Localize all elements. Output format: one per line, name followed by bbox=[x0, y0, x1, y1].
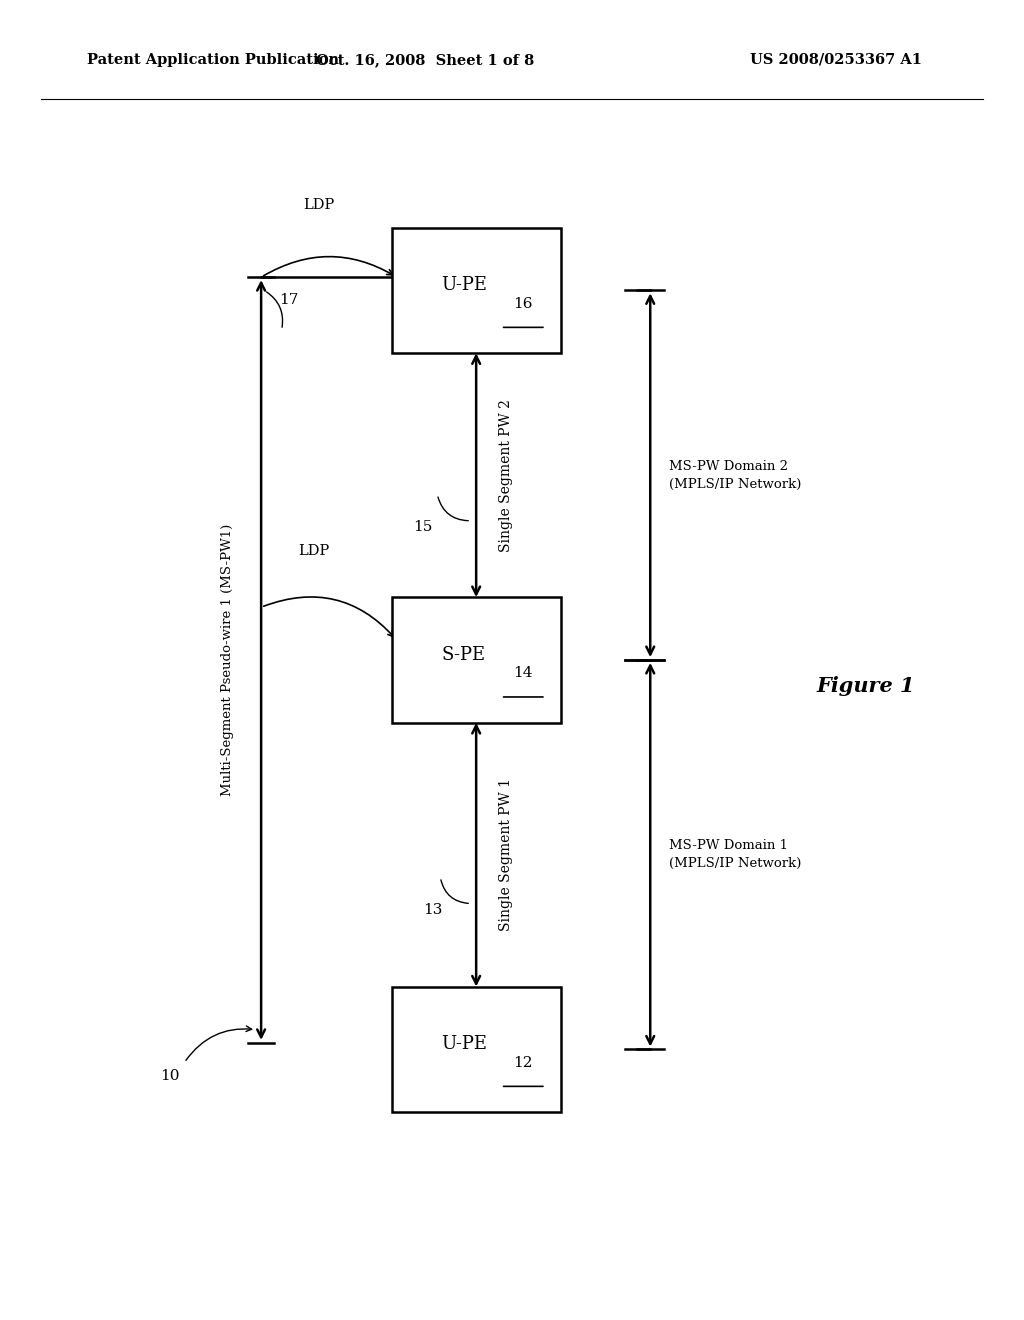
Text: 12: 12 bbox=[513, 1056, 534, 1069]
Text: Figure 1: Figure 1 bbox=[816, 676, 914, 697]
Text: Patent Application Publication: Patent Application Publication bbox=[87, 53, 339, 67]
Text: S-PE: S-PE bbox=[441, 645, 486, 664]
Text: MS-PW Domain 2
(MPLS/IP Network): MS-PW Domain 2 (MPLS/IP Network) bbox=[669, 459, 801, 491]
Text: US 2008/0253367 A1: US 2008/0253367 A1 bbox=[750, 53, 922, 67]
Text: 16: 16 bbox=[513, 297, 534, 310]
Text: Multi-Segment Pseudo-wire 1 (MS-PW1): Multi-Segment Pseudo-wire 1 (MS-PW1) bbox=[221, 524, 233, 796]
Text: MS-PW Domain 1
(MPLS/IP Network): MS-PW Domain 1 (MPLS/IP Network) bbox=[669, 840, 801, 870]
Text: U-PE: U-PE bbox=[441, 276, 486, 294]
Text: 17: 17 bbox=[280, 293, 299, 308]
Text: 14: 14 bbox=[513, 667, 534, 680]
Text: LDP: LDP bbox=[298, 544, 330, 558]
Text: 15: 15 bbox=[413, 520, 432, 535]
Text: Single Segment PW 1: Single Segment PW 1 bbox=[499, 779, 513, 931]
Text: Oct. 16, 2008  Sheet 1 of 8: Oct. 16, 2008 Sheet 1 of 8 bbox=[315, 53, 535, 67]
Text: 10: 10 bbox=[160, 1069, 179, 1084]
Text: U-PE: U-PE bbox=[441, 1035, 486, 1053]
FancyBboxPatch shape bbox=[391, 597, 561, 722]
Text: 13: 13 bbox=[423, 903, 442, 917]
Text: Single Segment PW 2: Single Segment PW 2 bbox=[499, 399, 513, 552]
Text: LDP: LDP bbox=[303, 198, 335, 211]
FancyBboxPatch shape bbox=[391, 227, 561, 352]
FancyBboxPatch shape bbox=[391, 987, 561, 1111]
